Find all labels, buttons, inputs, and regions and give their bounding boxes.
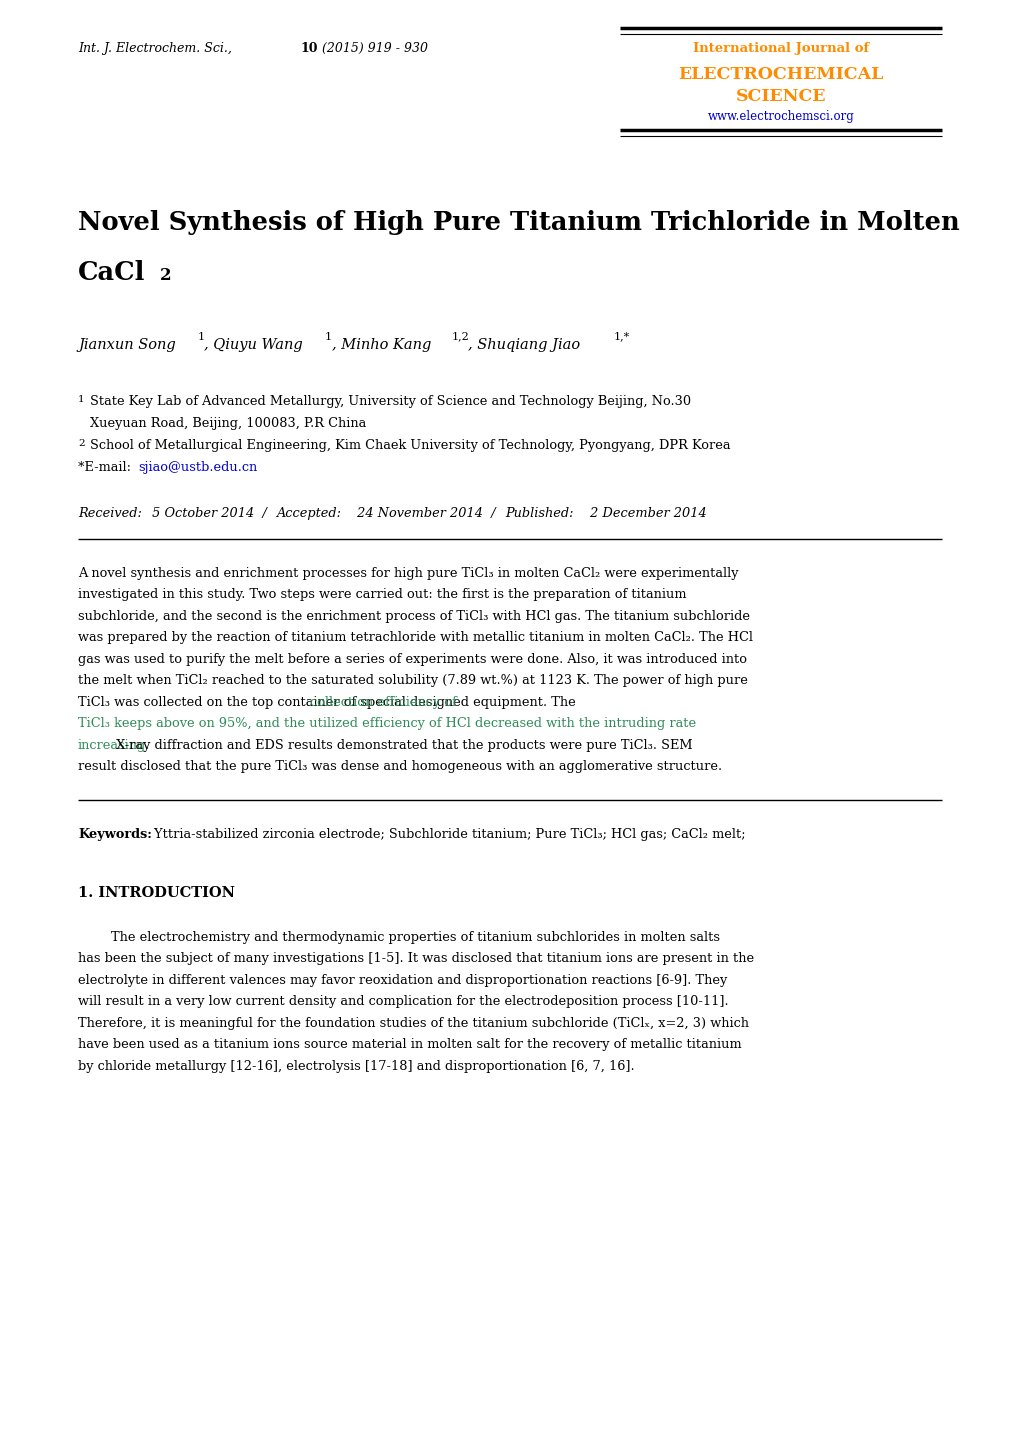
Text: Yttria-stabilized zirconia electrode; Subchloride titanium; Pure TiCl₃; HCl gas;: Yttria-stabilized zirconia electrode; Su… bbox=[151, 829, 745, 842]
Text: 1: 1 bbox=[198, 331, 205, 342]
Text: 1: 1 bbox=[77, 395, 85, 403]
Text: 2 December 2014: 2 December 2014 bbox=[586, 507, 706, 520]
Text: (2015) 919 - 930: (2015) 919 - 930 bbox=[318, 42, 428, 55]
Text: SCIENCE: SCIENCE bbox=[735, 88, 825, 105]
Text: The electrochemistry and thermodynamic properties of titanium subchlorides in mo: The electrochemistry and thermodynamic p… bbox=[77, 931, 719, 944]
Text: Published:: Published: bbox=[504, 507, 573, 520]
Text: www.electrochemsci.org: www.electrochemsci.org bbox=[707, 110, 854, 122]
Text: X-ray diffraction and EDS results demonstrated that the products were pure TiCl₃: X-ray diffraction and EDS results demons… bbox=[111, 739, 692, 752]
Text: TiCl₃ keeps above on 95%, and the utilized efficiency of HCl decreased with the : TiCl₃ keeps above on 95%, and the utiliz… bbox=[77, 718, 695, 731]
Text: will result in a very low current density and complication for the electrodeposi: will result in a very low current densit… bbox=[77, 996, 728, 1009]
Text: School of Metallurgical Engineering, Kim Chaek University of Technology, Pyongya: School of Metallurgical Engineering, Kim… bbox=[90, 440, 730, 452]
Text: TiCl₃ was collected on the top container of special designed equipment. The: TiCl₃ was collected on the top container… bbox=[77, 696, 580, 709]
Text: Received:: Received: bbox=[77, 507, 142, 520]
Text: 2: 2 bbox=[77, 440, 85, 448]
Text: sjiao@ustb.edu.cn: sjiao@ustb.edu.cn bbox=[139, 461, 258, 474]
Text: State Key Lab of Advanced Metallurgy, University of Science and Technology Beiji: State Key Lab of Advanced Metallurgy, Un… bbox=[90, 395, 691, 408]
Text: , Shuqiang Jiao: , Shuqiang Jiao bbox=[468, 339, 580, 352]
Text: subchloride, and the second is the enrichment process of TiCl₃ with HCl gas. The: subchloride, and the second is the enric… bbox=[77, 610, 749, 623]
Text: CaCl: CaCl bbox=[77, 259, 146, 285]
Text: Accepted:: Accepted: bbox=[277, 507, 341, 520]
Text: ELECTROCHEMICAL: ELECTROCHEMICAL bbox=[678, 66, 882, 84]
Text: International Journal of: International Journal of bbox=[692, 42, 868, 55]
Text: , Qiuyu Wang: , Qiuyu Wang bbox=[204, 339, 303, 352]
Text: *E-mail:: *E-mail: bbox=[77, 461, 135, 474]
Text: 5 October 2014  /: 5 October 2014 / bbox=[149, 507, 275, 520]
Text: Keywords:: Keywords: bbox=[77, 829, 152, 842]
Text: Therefore, it is meaningful for the foundation studies of the titanium subchlori: Therefore, it is meaningful for the foun… bbox=[77, 1017, 748, 1030]
Text: 1: 1 bbox=[325, 331, 332, 342]
Text: investigated in this study. Two steps were carried out: the first is the prepara: investigated in this study. Two steps we… bbox=[77, 588, 686, 601]
Text: 2: 2 bbox=[160, 267, 171, 284]
Text: have been used as a titanium ions source material in molten salt for the recover: have been used as a titanium ions source… bbox=[77, 1039, 741, 1052]
Text: Novel Synthesis of High Pure Titanium Trichloride in Molten: Novel Synthesis of High Pure Titanium Tr… bbox=[77, 210, 959, 235]
Text: Jianxun Song: Jianxun Song bbox=[77, 339, 175, 352]
Text: electrolyte in different valences may favor reoxidation and disproportionation r: electrolyte in different valences may fa… bbox=[77, 974, 727, 987]
Text: was prepared by the reaction of titanium tetrachloride with metallic titanium in: was prepared by the reaction of titanium… bbox=[77, 631, 752, 644]
Text: result disclosed that the pure TiCl₃ was dense and homogeneous with an agglomera: result disclosed that the pure TiCl₃ was… bbox=[77, 761, 721, 774]
Text: A novel synthesis and enrichment processes for high pure TiCl₃ in molten CaCl₂ w: A novel synthesis and enrichment process… bbox=[77, 566, 738, 579]
Text: 1. INTRODUCTION: 1. INTRODUCTION bbox=[77, 886, 234, 901]
Text: 1,2: 1,2 bbox=[451, 331, 470, 342]
Text: collection efficiency of: collection efficiency of bbox=[310, 696, 457, 709]
Text: 24 November 2014  /: 24 November 2014 / bbox=[353, 507, 503, 520]
Text: Xueyuan Road, Beijing, 100083, P.R China: Xueyuan Road, Beijing, 100083, P.R China bbox=[90, 416, 366, 429]
Text: has been the subject of many investigations [1-5]. It was disclosed that titaniu: has been the subject of many investigati… bbox=[77, 953, 753, 965]
Text: increasing.: increasing. bbox=[77, 739, 150, 752]
Text: Int. J. Electrochem. Sci.,: Int. J. Electrochem. Sci., bbox=[77, 42, 237, 55]
Text: by chloride metallurgy [12-16], electrolysis [17-18] and disproportionation [6, : by chloride metallurgy [12-16], electrol… bbox=[77, 1061, 634, 1074]
Text: 1,*: 1,* bbox=[613, 331, 630, 342]
Text: gas was used to purify the melt before a series of experiments were done. Also, : gas was used to purify the melt before a… bbox=[77, 653, 746, 666]
Text: the melt when TiCl₂ reached to the saturated solubility (7.89 wt.%) at 1123 K. T: the melt when TiCl₂ reached to the satur… bbox=[77, 674, 747, 687]
Text: , Minho Kang: , Minho Kang bbox=[331, 339, 430, 352]
Text: 10: 10 bbox=[300, 42, 317, 55]
